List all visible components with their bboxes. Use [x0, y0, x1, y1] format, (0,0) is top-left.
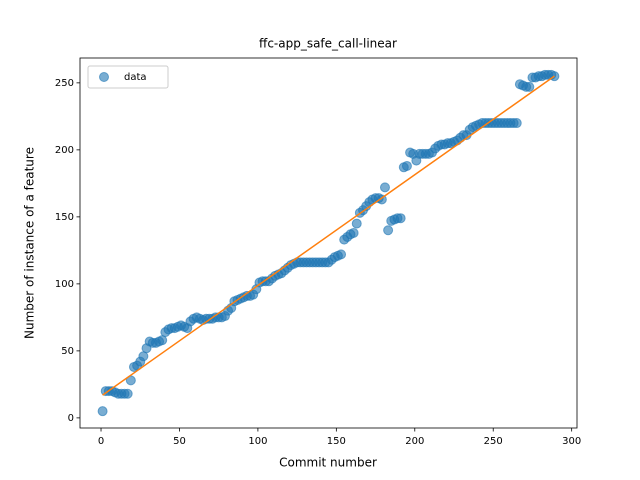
data-point: [383, 225, 394, 236]
y-axis-label: Number of instance of a feature: [23, 147, 37, 339]
x-tick-label: 300: [562, 436, 581, 447]
data-point: [351, 218, 362, 229]
data-point: [97, 406, 108, 417]
data-point: [336, 249, 347, 260]
x-tick-label: 200: [405, 436, 424, 447]
y-tick-label: 100: [55, 279, 74, 290]
chart-title: ffc-app_safe_call-linear: [259, 37, 397, 51]
y-tick-label: 200: [55, 145, 74, 156]
x-axis-label: Commit number: [279, 456, 377, 470]
data-point: [379, 182, 390, 193]
x-tick-label: 50: [173, 436, 186, 447]
plot-frame: [79, 57, 578, 429]
data-point: [401, 160, 412, 171]
data-point: [122, 388, 133, 399]
x-tick-label: 0: [98, 436, 104, 447]
legend-marker: [99, 72, 109, 82]
fit-line: [102, 75, 555, 396]
legend-label: data: [124, 72, 147, 83]
data-point: [524, 81, 535, 92]
legend-box: [87, 65, 169, 89]
data-point: [511, 118, 522, 129]
data-point: [395, 213, 406, 224]
y-tick-label: 250: [55, 78, 74, 89]
x-tick-label: 150: [327, 436, 346, 447]
data-point: [348, 227, 359, 238]
y-tick-label: 50: [61, 346, 74, 357]
y-tick-label: 0: [68, 413, 74, 424]
x-tick-label: 250: [484, 436, 503, 447]
y-tick-label: 150: [55, 212, 74, 223]
x-tick-label: 100: [248, 436, 267, 447]
